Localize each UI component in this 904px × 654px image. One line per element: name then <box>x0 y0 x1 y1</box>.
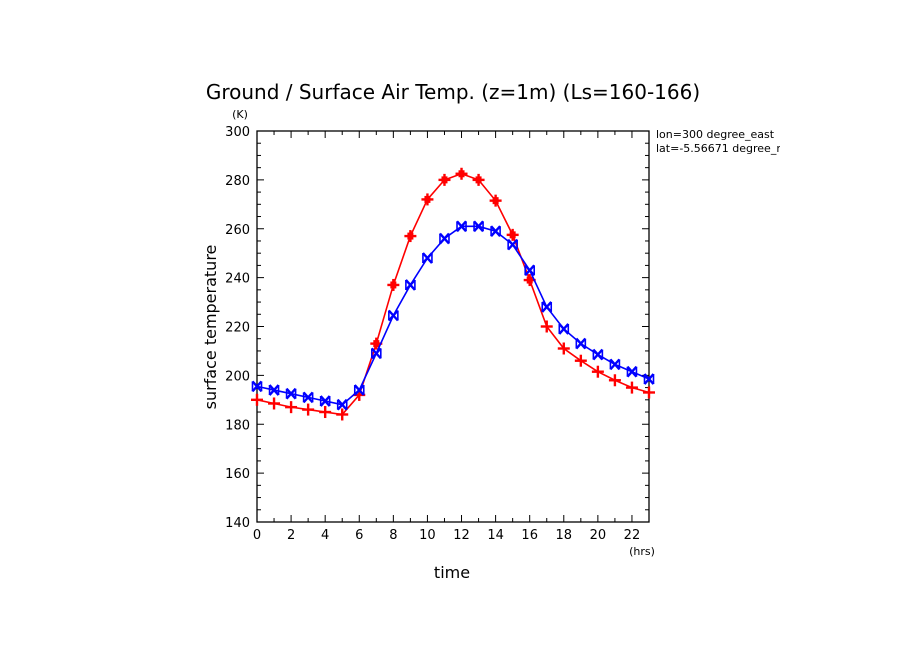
series-2-point <box>370 347 382 360</box>
series-2-point <box>592 348 604 361</box>
series-1-point <box>387 278 400 291</box>
series-1-point <box>540 320 553 333</box>
series-1-point <box>625 381 638 394</box>
series-2-point <box>285 387 297 400</box>
series-2-point <box>473 220 484 233</box>
series-2-point <box>404 279 416 291</box>
series-2-point <box>626 365 638 378</box>
x-tick-label: 2 <box>287 528 295 543</box>
x-tick-label: 10 <box>419 528 436 543</box>
x-axis-label: time <box>434 563 470 582</box>
series-2-point <box>353 384 365 396</box>
y-tick-label: 180 <box>225 418 250 433</box>
series-1-point <box>438 173 451 186</box>
y-tick-label: 240 <box>225 272 250 287</box>
x-tick-label: 0 <box>253 528 261 543</box>
series-1-point <box>404 230 417 243</box>
series-2-point <box>319 395 331 407</box>
series-2-point <box>609 358 621 371</box>
series-1-point <box>574 354 587 367</box>
series-2-point <box>268 384 280 396</box>
x-tick-label: 6 <box>355 528 363 543</box>
plot-frame <box>256 130 650 523</box>
series-1-point <box>285 401 298 414</box>
annotation-2: lat=-5.56671 degree_north <box>656 142 806 155</box>
series-2-point <box>490 225 502 237</box>
series-1 <box>251 167 655 421</box>
series-1-point <box>336 408 349 421</box>
series-1-point <box>421 193 434 206</box>
series-2-line <box>256 225 650 406</box>
series-2-point <box>507 238 519 251</box>
series-1-point <box>506 228 519 241</box>
y-tick-label: 140 <box>225 516 250 531</box>
series-2-point <box>558 323 570 335</box>
series-1-point <box>643 386 655 399</box>
series-1-point <box>455 167 468 180</box>
y-tick-label: 280 <box>225 174 250 189</box>
series-2-point <box>336 398 348 411</box>
x-tick-label: 20 <box>590 528 607 543</box>
chart-title: Ground / Surface Air Temp. (z=1m) (Ls=16… <box>206 80 700 104</box>
y-tick-label: 200 <box>225 369 250 384</box>
x-unit-label: (hrs) <box>629 545 655 558</box>
series-1-point <box>319 406 332 419</box>
series-1-point <box>608 374 621 387</box>
series-1-point <box>591 365 604 378</box>
series-2-point <box>422 252 433 264</box>
x-tick-label: 18 <box>556 528 573 543</box>
annotation-1: lon=300 degree_east <box>656 128 775 141</box>
y-axis-label: surface temperature <box>201 245 220 410</box>
y-tick-label: 260 <box>225 223 250 238</box>
series-2-point <box>541 301 553 313</box>
series-1-point <box>251 393 263 406</box>
series-2-point <box>524 264 536 277</box>
series-1-point <box>489 194 502 207</box>
series-1-point <box>557 342 570 355</box>
series-2-point <box>439 232 450 245</box>
series-2-point <box>302 391 314 404</box>
series-2-point <box>456 220 467 233</box>
series-1-point <box>268 397 281 410</box>
series-1-line <box>256 172 650 416</box>
y-tick-label: 160 <box>225 467 250 482</box>
series-2-point <box>643 373 655 385</box>
y-tick-label: 300 <box>225 125 250 140</box>
x-tick-label: 22 <box>624 528 641 543</box>
x-tick-label: 8 <box>389 528 397 543</box>
x-tick-label: 12 <box>453 528 470 543</box>
series-2-point <box>387 309 399 322</box>
x-tick-label: 16 <box>521 528 538 543</box>
y-tick-label: 220 <box>225 321 250 336</box>
x-tick-label: 14 <box>487 528 504 543</box>
series-2-point <box>575 337 587 350</box>
series-2 <box>251 220 655 411</box>
y-unit-label: (K) <box>232 108 248 121</box>
series-1-point <box>302 403 315 416</box>
series-2-point <box>251 380 263 393</box>
x-tick-label: 4 <box>321 528 329 543</box>
series-1-point <box>472 173 485 186</box>
